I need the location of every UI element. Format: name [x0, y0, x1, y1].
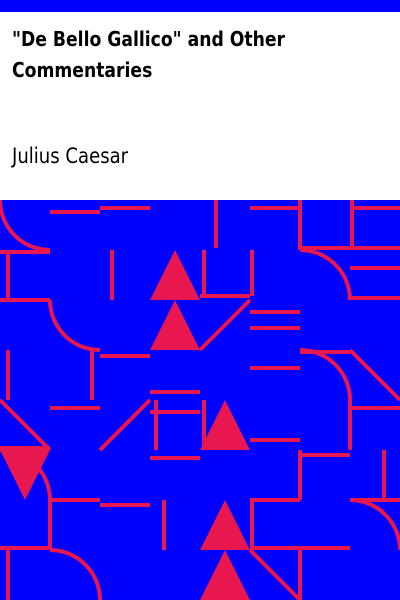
book-title: "De Bello Gallico" and Other Commentarie… [12, 27, 286, 82]
cover-pattern-art [0, 200, 400, 600]
book-author: Julius Caesar [12, 144, 129, 168]
pattern-triangles [0, 250, 250, 600]
pattern-background [0, 200, 400, 600]
top-color-bar [0, 0, 400, 12]
pattern-lines [0, 200, 400, 600]
